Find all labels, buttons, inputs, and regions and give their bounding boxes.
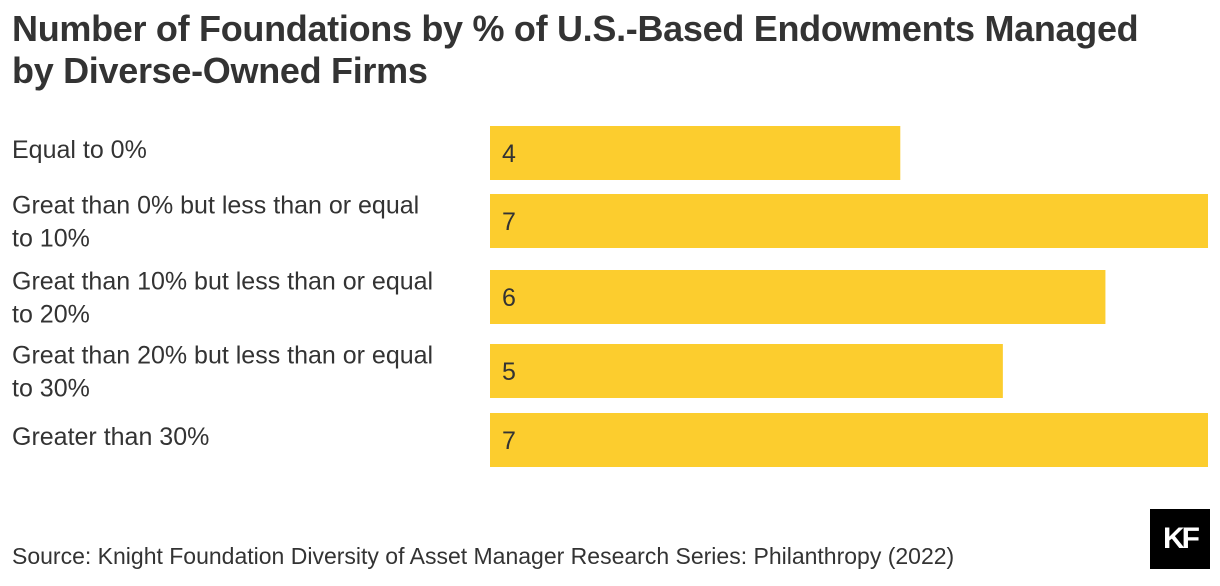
bar-value-label: 7 — [502, 427, 516, 455]
category-label: to 30% — [12, 375, 90, 403]
bar-value-label: 7 — [502, 208, 516, 236]
category-label: to 20% — [12, 301, 90, 329]
bar-value-label: 5 — [502, 358, 516, 386]
bar-value-label: 6 — [502, 284, 516, 312]
category-label: to 10% — [12, 225, 90, 253]
category-label: Great than 10% but less than or equal — [12, 268, 433, 296]
knight-foundation-logo: KF — [1150, 509, 1210, 569]
bar — [490, 413, 1208, 467]
category-label: Great than 20% but less than or equal — [12, 342, 433, 370]
category-label: Greater than 30% — [12, 423, 209, 451]
chart-title: Number of Foundations by % of U.S.-Based… — [12, 8, 1139, 91]
category-label: Great than 0% but less than or equal — [12, 192, 419, 220]
category-label: Equal to 0% — [12, 136, 147, 164]
bar-chart: 4 Equal to 0% 7 Great than 0% but less than… — [12, 126, 1208, 467]
bar-value-label: 4 — [502, 140, 516, 168]
bar — [490, 194, 1208, 248]
logo-text: KF — [1163, 522, 1200, 555]
bar — [490, 126, 901, 180]
bar — [490, 344, 1003, 398]
source-note: Source: Knight Foundation Diversity of A… — [12, 543, 955, 569]
bar — [490, 270, 1106, 324]
